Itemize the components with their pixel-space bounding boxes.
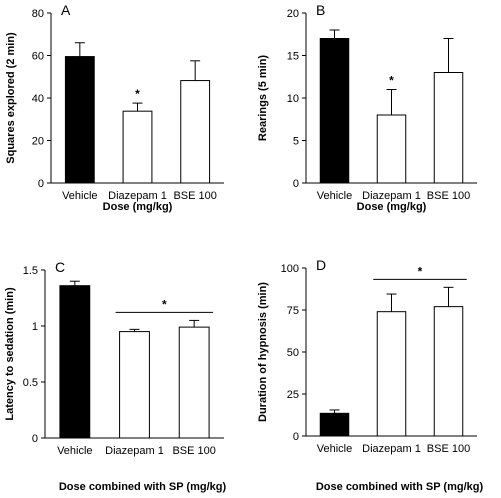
y-tick-label: 40 (32, 93, 44, 105)
y-tick-label: 75 (287, 305, 299, 317)
bar (319, 412, 350, 437)
y-axis-title: Rearings (5 min) (257, 55, 269, 142)
y-tick-label: 10 (287, 93, 299, 105)
y-tick-label: 1 (32, 321, 38, 333)
y-axis-title: Latency to sedation (min) (4, 287, 16, 421)
x-tick-label: Vehicle (57, 445, 92, 457)
x-tick-label: Diazepam 1 (362, 190, 421, 202)
y-tick-label: 15 (287, 51, 299, 63)
x-tick-label: Diazepam 1 (362, 443, 421, 455)
bar (319, 38, 350, 184)
x-tick-label: Diazepam 1 (105, 445, 164, 457)
y-tick-label: 25 (287, 389, 299, 401)
x-tick-label: BSE 100 (427, 443, 470, 455)
x-tick-label: Vehicle (317, 190, 352, 202)
bar (119, 331, 150, 439)
y-axis-title: Duration of hypnosis (min) (257, 282, 269, 422)
chart-panel-d: D 0 25 50 75 100 Vehicle Diazepam 1 BSE 100 * Dose… (257, 257, 483, 493)
significance-star: * (389, 74, 394, 88)
y-tick-label: 0 (293, 431, 299, 443)
bar (433, 306, 464, 437)
x-tick-label: Diazepam 1 (108, 190, 167, 202)
x-axis-title: Dose (mg/kg) (103, 201, 173, 213)
bar (376, 311, 407, 437)
bar (122, 110, 153, 184)
x-tick-label: BSE 100 (173, 190, 216, 202)
x-tick-label: Vehicle (62, 190, 97, 202)
x-tick-label: BSE 100 (172, 445, 215, 457)
x-axis-title: Dose combined with SP (mg/kg) (316, 481, 484, 493)
y-tick-label: 0.5 (23, 377, 38, 389)
y-tick-label: 0 (32, 433, 38, 445)
panel-letter: B (316, 2, 325, 18)
y-tick-label: 50 (287, 347, 299, 359)
bar (64, 56, 95, 184)
chart-panel-c: C 0 0.5 1 1.5 Vehicle Diazepam 1 BSE 100 * Dose c… (4, 259, 226, 493)
y-tick-label: 100 (281, 263, 299, 275)
y-tick-label: 80 (32, 8, 44, 20)
significance-star: * (162, 297, 167, 311)
x-tick-label: Vehicle (317, 443, 352, 455)
bar (59, 285, 91, 439)
bar (178, 326, 210, 439)
y-tick-label: 1.5 (23, 265, 38, 277)
bar (376, 114, 407, 184)
y-tick-label: 20 (287, 8, 299, 20)
y-axis-title: Squares explored (2 min) (5, 32, 17, 164)
x-tick-label: BSE 100 (427, 190, 470, 202)
panel-letter: D (316, 257, 326, 273)
chart-panel-b: B 0 5 10 15 20 Vehicle Diazepam 1 BSE 100 * Dose (… (257, 2, 477, 213)
chart-panel-a: A 0 20 40 60 80 Vehicle Diazepam 1 BSE 100 * Dose … (5, 2, 224, 213)
x-axis-title: Dose (mg/kg) (357, 201, 427, 213)
y-tick-label: 0 (38, 178, 44, 190)
y-tick-label: 20 (32, 136, 44, 148)
panel-letter: C (55, 259, 65, 275)
x-axis-title: Dose combined with SP (mg/kg) (59, 481, 227, 493)
y-tick-label: 0 (293, 178, 299, 190)
panel-letter: A (61, 2, 71, 18)
significance-star: * (135, 87, 140, 101)
significance-star: * (418, 264, 423, 278)
bar (180, 80, 211, 184)
bar (433, 72, 464, 184)
y-tick-label: 60 (32, 51, 44, 63)
y-tick-label: 5 (293, 136, 299, 148)
